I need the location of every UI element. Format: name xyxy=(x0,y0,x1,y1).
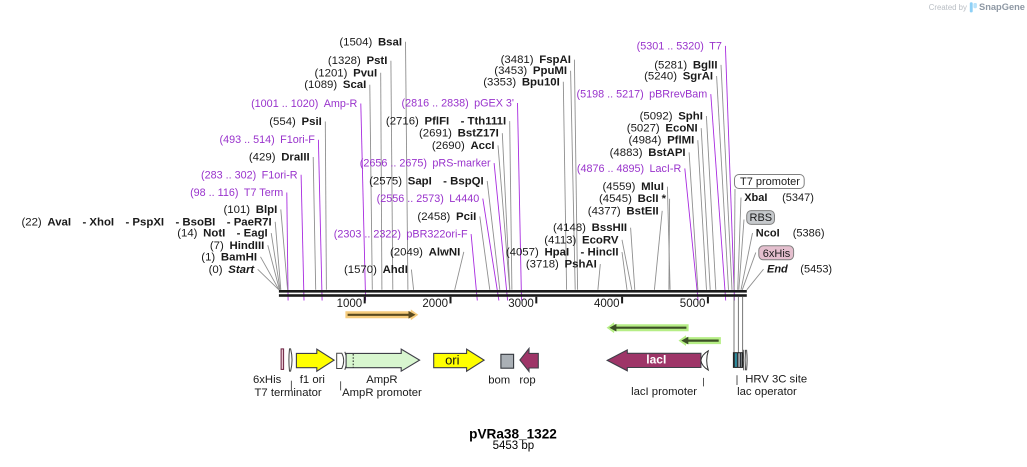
svg-text:(2690) AccI: (2690) AccI xyxy=(432,140,495,152)
svg-text:4000: 4000 xyxy=(594,298,620,310)
svg-text:(5092) SphI: (5092) SphI xyxy=(640,111,703,123)
svg-text:(1328) PstI: (1328) PstI xyxy=(328,55,388,67)
svg-text:(2816 .. 2838) pGEX 3': (2816 .. 2838) pGEX 3' xyxy=(402,98,515,110)
svg-text:RBS: RBS xyxy=(750,212,773,224)
svg-text:3000: 3000 xyxy=(508,298,534,310)
svg-text:(5281) BglII: (5281) BglII xyxy=(654,59,717,71)
svg-text:(1570) AhdI: (1570) AhdI xyxy=(344,264,408,276)
svg-text:rop: rop xyxy=(519,374,535,386)
svg-text:T7 terminator: T7 terminator xyxy=(255,387,322,399)
svg-text:T7 promoter: T7 promoter xyxy=(740,176,800,188)
svg-text:(4377) BstEII: (4377) BstEII xyxy=(588,205,659,217)
svg-text:lac operator: lac operator xyxy=(737,386,797,398)
svg-text:6xHis: 6xHis xyxy=(763,248,791,260)
svg-text:(283 .. 302) F1ori-R: (283 .. 302) F1ori-R xyxy=(201,169,298,181)
svg-text:(554) PsiI: (554) PsiI xyxy=(269,116,322,128)
svg-text:1000: 1000 xyxy=(337,298,363,310)
svg-text:(4057) HpaI - HincII: (4057) HpaI - HincII xyxy=(506,247,619,259)
svg-text:(1089) ScaI: (1089) ScaI xyxy=(304,79,366,91)
svg-text:(0) Start: (0) Start xyxy=(209,264,256,276)
svg-text:5000: 5000 xyxy=(680,298,706,310)
svg-text:(2656 .. 2675) pRS-marker: (2656 .. 2675) pRS-marker xyxy=(360,158,491,170)
svg-text:lacI promoter: lacI promoter xyxy=(631,386,697,398)
svg-text:(14) NotI - EagI: (14) NotI - EagI xyxy=(177,228,268,240)
svg-text:(1001 .. 1020) Amp-R: (1001 .. 1020) Amp-R xyxy=(251,98,357,110)
svg-text:(2458) PciI: (2458) PciI xyxy=(417,211,476,223)
svg-text:(3481) FspAI: (3481) FspAI xyxy=(501,54,571,66)
svg-text:bom: bom xyxy=(488,374,510,386)
svg-text:ori: ori xyxy=(445,352,460,367)
svg-text:lacI: lacI xyxy=(646,353,666,367)
svg-text:Created by: Created by xyxy=(929,3,967,12)
svg-text:(4876 .. 4895) LacI-R: (4876 .. 4895) LacI-R xyxy=(577,163,682,175)
svg-text:(4113) EcoRV: (4113) EcoRV xyxy=(544,234,619,246)
svg-text:5453 bp: 5453 bp xyxy=(493,440,535,452)
svg-text:(5198 .. 5217) pBRrevBam: (5198 .. 5217) pBRrevBam xyxy=(576,89,707,101)
svg-text:(2049) AlwNI: (2049) AlwNI xyxy=(390,246,460,258)
svg-text:(5453): (5453) xyxy=(800,264,832,276)
svg-text:(4883) BstAPI: (4883) BstAPI xyxy=(610,147,686,159)
svg-text:(1) BamHI: (1) BamHI xyxy=(201,251,257,263)
svg-text:(5240) SgrAI: (5240) SgrAI xyxy=(644,71,713,83)
svg-text:(7) HindIII: (7) HindIII xyxy=(210,240,264,252)
svg-text:(98 .. 116) T7 Term: (98 .. 116) T7 Term xyxy=(190,187,283,199)
svg-text:2000: 2000 xyxy=(422,298,448,310)
svg-text:(5386): (5386) xyxy=(793,227,825,239)
svg-text:(4984) PflMI: (4984) PflMI xyxy=(628,135,694,147)
svg-text:pVRa38_1322: pVRa38_1322 xyxy=(469,427,557,442)
svg-text:6xHis: 6xHis xyxy=(253,374,282,386)
svg-text:XbaI: XbaI xyxy=(744,192,767,204)
svg-text:(2716) PflFI - Tth111I: (2716) PflFI - Tth111I xyxy=(386,116,506,128)
svg-text:(4559) MluI: (4559) MluI xyxy=(602,181,663,193)
svg-text:(2303 .. 2322) pBR322ori-F: (2303 .. 2322) pBR322ori-F xyxy=(334,229,468,241)
svg-text:(2691) BstZ17I: (2691) BstZ17I xyxy=(419,128,499,140)
svg-text:(429) DraIII: (429) DraIII xyxy=(249,152,310,164)
svg-text:(101) BlpI: (101) BlpI xyxy=(223,204,277,216)
svg-text:(1504) BsaI: (1504) BsaI xyxy=(339,36,402,48)
svg-text:(1201) PvuI: (1201) PvuI xyxy=(315,67,378,79)
svg-text:AmpR promoter: AmpR promoter xyxy=(342,387,422,399)
svg-text:(2575) SapI - BspQI: (2575) SapI - BspQI xyxy=(369,175,484,187)
svg-text:(493 .. 514) F1ori-F: (493 .. 514) F1ori-F xyxy=(219,134,315,146)
svg-text:AmpR: AmpR xyxy=(366,374,397,386)
svg-text:SnapGene: SnapGene xyxy=(979,2,1025,12)
svg-text:(5301 .. 5320) T7: (5301 .. 5320) T7 xyxy=(637,40,722,52)
svg-text:(22) AvaI - XhoI - PspXI -: (22) AvaI - XhoI - PspXI - BsoBI - PaeR7… xyxy=(21,216,271,228)
svg-text:HRV 3C site: HRV 3C site xyxy=(745,374,807,386)
svg-text:(5347): (5347) xyxy=(782,192,814,204)
svg-text:(4148) BssHII: (4148) BssHII xyxy=(553,222,627,234)
svg-text:(2556 .. 2573) L4440: (2556 .. 2573) L4440 xyxy=(377,193,480,205)
svg-text:(4545) BclI *: (4545) BclI * xyxy=(599,193,667,205)
svg-text:End: End xyxy=(767,264,788,276)
svg-text:(3453) PpuMI: (3453) PpuMI xyxy=(494,65,567,77)
svg-text:(3718) PshAI: (3718) PshAI xyxy=(526,259,597,271)
svg-text:(3353) Bpu10I: (3353) Bpu10I xyxy=(483,76,560,88)
svg-text:(5027) EcoNI: (5027) EcoNI xyxy=(627,123,698,135)
svg-text:f1 ori: f1 ori xyxy=(300,374,325,386)
svg-text:NcoI: NcoI xyxy=(756,227,780,239)
